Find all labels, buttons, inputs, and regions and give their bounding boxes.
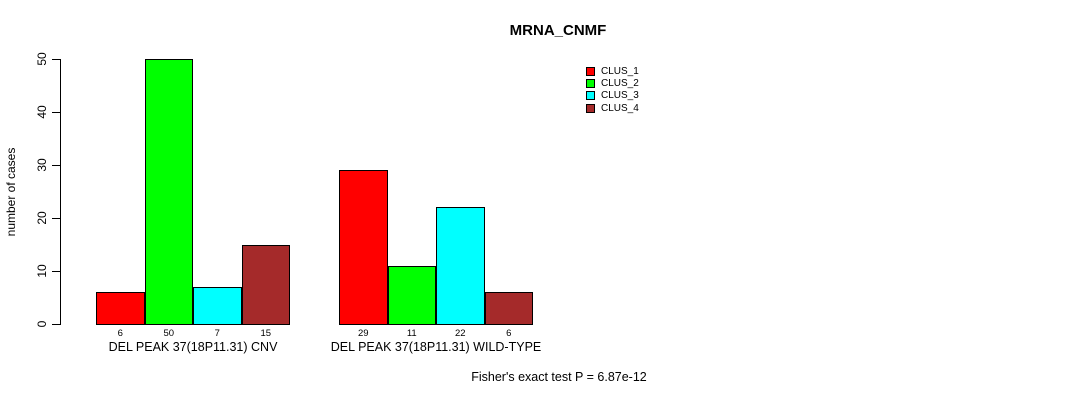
x-group-label: DEL PEAK 37(18P11.31) CNV	[108, 340, 278, 354]
legend-item-clus_4: CLUS_4	[586, 102, 639, 114]
bar-value-label: 29	[357, 328, 369, 339]
legend-swatch	[586, 103, 595, 113]
legend-label: CLUS_3	[601, 90, 639, 102]
bar-clus_3-group2	[436, 207, 485, 325]
bar-clus_1-group1	[96, 292, 145, 325]
legend: CLUS_1 CLUS_2 CLUS_3 CLUS_4	[586, 65, 639, 114]
y-tick-label: 40	[35, 105, 49, 119]
chart-title: MRNA_CNMF	[509, 22, 607, 39]
legend-item-clus_2: CLUS_2	[586, 77, 639, 89]
y-tick-mark	[52, 271, 60, 272]
y-tick-label: 30	[35, 158, 49, 172]
legend-label: CLUS_1	[601, 65, 639, 77]
y-tick-mark	[52, 324, 60, 325]
bar-clus_2-group2	[387, 265, 436, 325]
bar-value-label: 15	[260, 328, 272, 339]
y-tick-label: 20	[35, 211, 49, 225]
legend-swatch	[586, 91, 595, 101]
y-tick-mark	[52, 165, 60, 166]
y-axis-line	[60, 59, 61, 325]
bar-value-label: 6	[117, 328, 123, 339]
bar-value-label: 6	[506, 328, 512, 339]
y-tick-mark	[52, 112, 60, 113]
legend-item-clus_1: CLUS_1	[586, 65, 639, 77]
legend-item-clus_3: CLUS_3	[586, 90, 639, 102]
y-tick-label: 10	[35, 264, 49, 278]
bar-value-label: 50	[163, 328, 175, 339]
legend-swatch	[586, 66, 595, 76]
bar-value-label: 11	[406, 328, 417, 339]
bar-clus_1-group2	[339, 170, 388, 325]
bar-clus_4-group1	[241, 244, 290, 325]
bar-clus_3-group1	[193, 286, 242, 325]
bar-value-label: 22	[454, 328, 466, 339]
y-axis-label: number of cases	[4, 147, 18, 237]
legend-swatch	[586, 78, 595, 88]
fisher-test-annotation: Fisher's exact test P = 6.87e-12	[471, 370, 647, 384]
bar-value-label: 7	[214, 328, 220, 339]
bar-clus_2-group1	[144, 59, 193, 325]
bar-clus_4-group2	[484, 292, 533, 325]
y-tick-label: 0	[35, 320, 49, 328]
y-tick-mark	[52, 218, 60, 219]
x-group-label: DEL PEAK 37(18P11.31) WILD-TYPE	[330, 340, 542, 354]
y-tick-label: 50	[35, 52, 49, 66]
y-tick-mark	[52, 59, 60, 60]
legend-label: CLUS_2	[601, 77, 639, 89]
legend-label: CLUS_4	[601, 102, 639, 114]
